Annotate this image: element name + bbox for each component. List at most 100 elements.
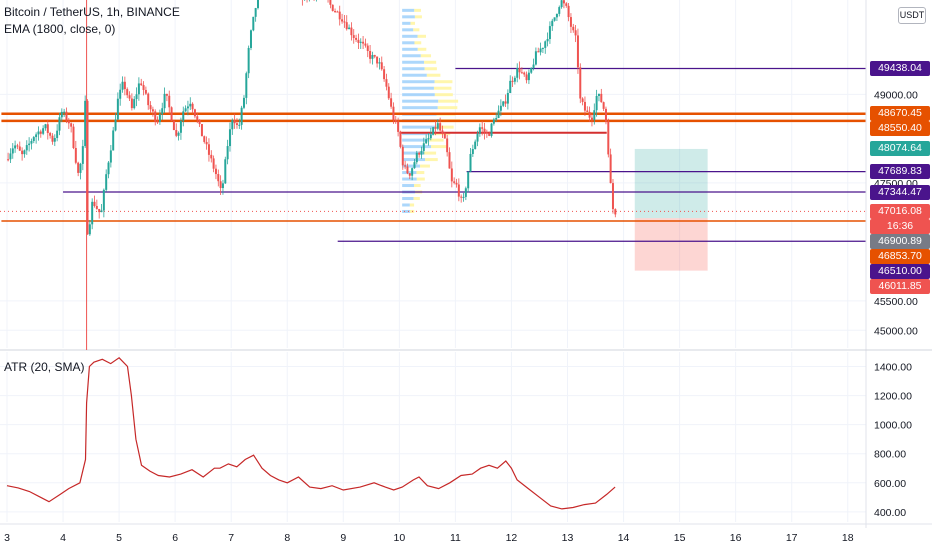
candle-body [105, 174, 108, 190]
candle-body [35, 134, 38, 138]
price-tag: 48550.40 [870, 121, 930, 137]
x-tick-label: 17 [786, 532, 798, 544]
price-tag: 46853.70 [870, 248, 930, 264]
candle-body [530, 67, 533, 73]
candlestick-series [7, 0, 617, 236]
candle-body [418, 152, 421, 155]
candle-body [586, 110, 589, 112]
candle-body [595, 95, 598, 111]
atr-y-tick-label: 600.00 [874, 478, 906, 490]
candle-body [109, 150, 112, 163]
candle-body [460, 196, 463, 198]
candle-body [247, 47, 250, 74]
y-tick-label: 49000.00 [874, 89, 918, 101]
candle-body [221, 183, 224, 189]
candle-body [348, 27, 351, 30]
volume-bar [414, 41, 422, 45]
candle-body [233, 120, 236, 124]
candle-body [404, 165, 407, 167]
candle-body [70, 123, 73, 127]
candle-body [242, 97, 245, 108]
volume-bar [402, 164, 421, 168]
candle-body [140, 83, 143, 86]
candle-body [252, 16, 255, 31]
candle-body [469, 153, 472, 172]
x-tick-label: 10 [394, 532, 406, 544]
candle-body [378, 62, 381, 64]
candle-body [231, 120, 234, 130]
volume-bar [414, 184, 421, 188]
target-zone [634, 148, 708, 219]
candle-body [383, 69, 386, 80]
candle-body [81, 146, 84, 164]
candle-body [228, 129, 231, 147]
candle-body [133, 99, 136, 109]
candle-body [380, 62, 383, 70]
candle-body [184, 108, 187, 112]
price-tag: 16:36 [870, 218, 930, 234]
candle-body [91, 201, 94, 225]
x-tick-label: 7 [228, 532, 234, 544]
x-tick-label: 18 [842, 532, 854, 544]
volume-bar [402, 41, 415, 45]
x-tick-label: 14 [618, 532, 630, 544]
candle-body [583, 101, 586, 111]
candle-body [567, 5, 570, 18]
atr-line [6, 357, 616, 510]
candle-body [611, 183, 614, 210]
atr-legend: ATR (20, SMA) [4, 360, 85, 374]
candle-body [179, 120, 182, 133]
volume-bar [409, 203, 415, 207]
currency-button[interactable]: USDT [898, 7, 926, 24]
volume-bar [413, 28, 420, 32]
candle-body [614, 209, 617, 215]
atr-y-tick-label: 1400.00 [874, 362, 912, 374]
candle-body [572, 26, 575, 31]
volume-bar [414, 8, 421, 12]
candle-body [249, 30, 252, 48]
position-zones[interactable] [634, 148, 708, 271]
candle-body [224, 159, 227, 184]
x-tick-label: 16 [730, 532, 742, 544]
candle-body [544, 41, 547, 48]
candle-body [44, 124, 47, 129]
candle-body [93, 201, 96, 206]
candle-body [219, 181, 222, 189]
volume-bar [416, 171, 425, 175]
candle-body [558, 7, 561, 14]
candle-body [210, 154, 213, 159]
candle-body [119, 89, 122, 99]
price-tag: 47344.47 [870, 184, 930, 200]
volume-bar [402, 54, 421, 58]
candle-body [562, 0, 565, 4]
x-tick-label: 5 [116, 532, 122, 544]
x-tick-label: 8 [284, 532, 290, 544]
candle-body [235, 123, 238, 125]
candle-body [341, 19, 344, 22]
volume-bar [426, 73, 441, 77]
candle-body [163, 93, 166, 109]
volume-bar [420, 164, 430, 168]
candle-body [446, 138, 449, 153]
volume-bar [402, 171, 417, 175]
candle-body [352, 35, 355, 38]
volume-bar [414, 15, 422, 19]
horizontal-levels[interactable] [0, 67, 866, 242]
candle-body [168, 95, 171, 108]
candle-body [9, 153, 12, 160]
candle-body [77, 162, 80, 173]
x-tick-label: 13 [562, 532, 574, 544]
candle-body [366, 45, 369, 52]
candle-body [21, 150, 24, 155]
price-tag: 46011.85 [870, 278, 930, 294]
candle-body [343, 21, 346, 23]
candle-body [441, 130, 444, 134]
volume-bar [402, 93, 435, 97]
candle-body [560, 0, 563, 8]
candle-body [130, 98, 133, 109]
candle-body [7, 159, 10, 161]
candle-body [149, 105, 152, 110]
candle-body [123, 81, 126, 90]
candle-body [474, 141, 477, 150]
